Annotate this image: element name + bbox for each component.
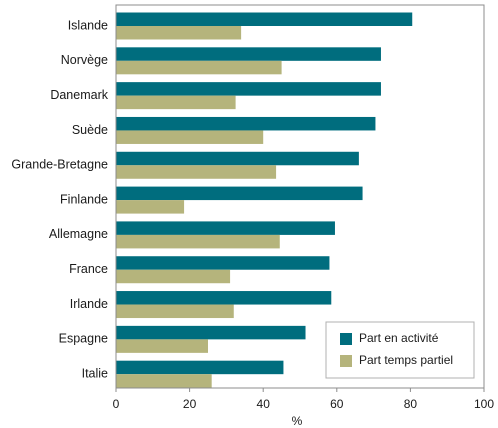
x-tick-label: 40 <box>257 397 271 411</box>
bar-part-temps-partiel-4 <box>116 165 277 179</box>
x-tick-label: 0 <box>113 397 120 411</box>
bar-part-en-activite-7 <box>116 256 330 270</box>
bar-part-temps-partiel-5 <box>116 200 185 214</box>
x-tick-label: 60 <box>330 397 344 411</box>
x-axis-title: % <box>292 414 303 428</box>
bar-part-en-activite-2 <box>116 82 381 96</box>
bar-part-en-activite-3 <box>116 116 376 131</box>
bar-part-en-activite-0 <box>116 12 413 26</box>
bar-part-en-activite-10 <box>116 360 284 375</box>
x-axis: 0 20 40 60 80 100 <box>113 4 494 411</box>
category-label: Suède <box>72 123 108 137</box>
bar-part-temps-partiel-6 <box>116 234 280 249</box>
x-tick-label: 80 <box>404 397 418 411</box>
bar-part-en-activite-9 <box>116 325 306 340</box>
bar-part-temps-partiel-9 <box>116 339 208 353</box>
legend-label: Part temps partiel <box>359 353 453 367</box>
legend: Part en activité Part temps partiel <box>325 321 475 379</box>
bar-part-en-activite-8 <box>116 291 332 305</box>
category-label: Irlande <box>70 297 108 311</box>
legend-swatch <box>340 333 352 345</box>
bar-part-temps-partiel-3 <box>116 130 264 144</box>
bar-part-temps-partiel-2 <box>116 95 236 110</box>
bar-part-temps-partiel-1 <box>116 60 282 75</box>
category-label: Grande-Bretagne <box>11 158 108 172</box>
category-label: Islande <box>68 18 108 32</box>
bar-part-temps-partiel-10 <box>116 374 212 388</box>
x-tick-label: 20 <box>183 397 197 411</box>
category-label: Espagne <box>59 332 108 346</box>
bars-group <box>116 12 413 388</box>
bar-part-temps-partiel-8 <box>116 304 234 319</box>
category-label: Norvège <box>61 53 108 67</box>
bar-part-temps-partiel-7 <box>116 269 231 284</box>
legend-label: Part en activité <box>359 331 439 345</box>
bar-part-en-activite-4 <box>116 151 359 166</box>
x-tick-label: 100 <box>474 397 494 411</box>
bar-part-en-activite-1 <box>116 47 381 61</box>
category-label: Italie <box>82 366 108 380</box>
bar-part-temps-partiel-0 <box>116 26 242 40</box>
bar-part-en-activite-6 <box>116 221 335 235</box>
category-label: Danemark <box>50 88 108 102</box>
category-label: Allemagne <box>49 227 108 241</box>
plot-frame <box>115 4 485 389</box>
category-label: Finlande <box>60 192 108 206</box>
bar-part-en-activite-5 <box>116 186 363 201</box>
legend-box <box>325 321 475 379</box>
category-label: France <box>69 262 108 276</box>
legend-swatch <box>340 355 352 367</box>
category-labels: Islande Norvège Danemark Suède Grande-Bretag… <box>11 18 108 380</box>
